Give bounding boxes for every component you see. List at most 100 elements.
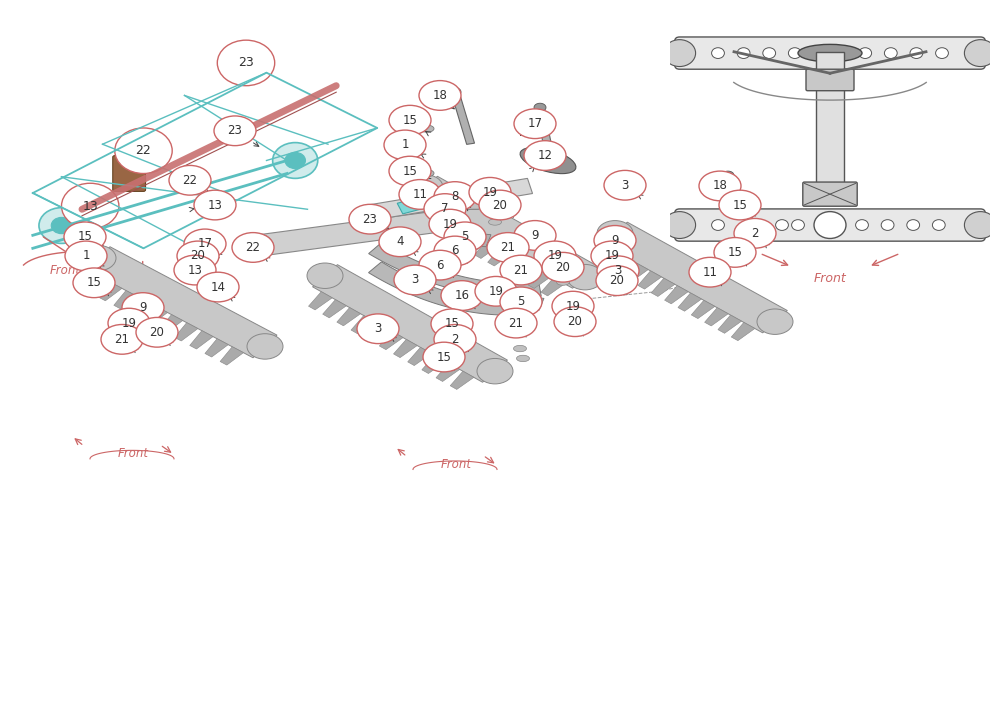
Circle shape — [431, 309, 473, 339]
Circle shape — [534, 103, 546, 112]
Text: 15: 15 — [728, 246, 742, 259]
Circle shape — [214, 116, 256, 146]
Circle shape — [273, 143, 318, 178]
Polygon shape — [718, 315, 742, 333]
Polygon shape — [252, 210, 448, 257]
Circle shape — [449, 88, 461, 96]
Circle shape — [856, 220, 868, 230]
Text: 15: 15 — [437, 351, 451, 363]
Circle shape — [910, 47, 923, 59]
Polygon shape — [379, 332, 403, 350]
Circle shape — [964, 211, 996, 238]
Text: 20: 20 — [556, 261, 570, 274]
Circle shape — [689, 257, 731, 287]
Text: 21: 21 — [501, 241, 516, 254]
Polygon shape — [611, 256, 635, 274]
Circle shape — [604, 170, 646, 200]
Text: 15: 15 — [403, 114, 417, 127]
Circle shape — [477, 358, 513, 384]
Ellipse shape — [572, 310, 586, 315]
Circle shape — [384, 130, 426, 160]
Ellipse shape — [562, 264, 574, 271]
Circle shape — [379, 227, 421, 257]
Circle shape — [776, 220, 788, 230]
Circle shape — [174, 255, 216, 285]
Circle shape — [80, 245, 116, 271]
Text: 3: 3 — [621, 179, 629, 192]
Text: 11: 11 — [702, 266, 718, 279]
Text: 23: 23 — [228, 124, 242, 137]
Circle shape — [479, 190, 521, 220]
Text: 20: 20 — [150, 326, 164, 339]
Circle shape — [542, 252, 584, 282]
Text: 20: 20 — [568, 315, 582, 328]
Text: 23: 23 — [363, 213, 377, 226]
Text: Front: Front — [814, 272, 846, 285]
Polygon shape — [175, 322, 198, 341]
Text: 17: 17 — [198, 238, 212, 250]
Polygon shape — [436, 363, 460, 382]
Circle shape — [500, 255, 542, 285]
FancyBboxPatch shape — [448, 188, 476, 202]
Circle shape — [719, 190, 761, 220]
Text: 19: 19 — [566, 300, 580, 312]
Text: 21: 21 — [509, 317, 524, 329]
Circle shape — [500, 287, 542, 317]
Polygon shape — [309, 292, 332, 310]
Polygon shape — [724, 175, 745, 218]
Circle shape — [475, 276, 517, 306]
Text: 18: 18 — [713, 180, 727, 192]
Circle shape — [39, 208, 84, 243]
Polygon shape — [536, 107, 553, 156]
Circle shape — [65, 241, 107, 271]
Polygon shape — [691, 300, 715, 319]
Circle shape — [394, 265, 436, 295]
FancyBboxPatch shape — [806, 69, 854, 90]
Polygon shape — [598, 249, 622, 267]
Text: 14: 14 — [210, 281, 226, 293]
Polygon shape — [678, 293, 702, 311]
FancyBboxPatch shape — [803, 182, 857, 206]
Text: 23: 23 — [238, 57, 254, 69]
Circle shape — [757, 309, 793, 334]
Circle shape — [285, 153, 305, 169]
Circle shape — [964, 40, 996, 66]
Ellipse shape — [130, 320, 143, 326]
Circle shape — [884, 47, 897, 59]
Polygon shape — [397, 194, 438, 214]
FancyBboxPatch shape — [675, 209, 985, 241]
Polygon shape — [86, 247, 277, 358]
Polygon shape — [408, 347, 431, 366]
Text: 6: 6 — [436, 259, 444, 271]
Circle shape — [441, 281, 483, 310]
Polygon shape — [461, 233, 485, 251]
Text: 2: 2 — [451, 333, 459, 346]
Polygon shape — [413, 176, 597, 288]
Polygon shape — [83, 274, 107, 293]
Text: 1: 1 — [401, 139, 409, 151]
Polygon shape — [129, 298, 152, 317]
Circle shape — [194, 190, 236, 220]
Circle shape — [122, 293, 164, 322]
Circle shape — [108, 308, 150, 338]
Text: 3: 3 — [374, 322, 382, 335]
Polygon shape — [190, 331, 213, 349]
Circle shape — [664, 40, 696, 66]
Polygon shape — [638, 271, 662, 289]
Polygon shape — [114, 291, 137, 309]
Ellipse shape — [420, 170, 434, 177]
Polygon shape — [501, 255, 525, 274]
Ellipse shape — [420, 125, 434, 132]
Circle shape — [247, 334, 283, 359]
Text: 20: 20 — [493, 199, 507, 211]
Text: 2: 2 — [751, 227, 759, 240]
Circle shape — [514, 221, 556, 250]
Circle shape — [429, 209, 471, 239]
Text: 15: 15 — [78, 230, 92, 243]
Circle shape — [73, 268, 115, 298]
Polygon shape — [450, 371, 474, 390]
Ellipse shape — [736, 206, 750, 214]
Circle shape — [788, 47, 801, 59]
Circle shape — [469, 177, 511, 207]
Circle shape — [712, 47, 724, 59]
